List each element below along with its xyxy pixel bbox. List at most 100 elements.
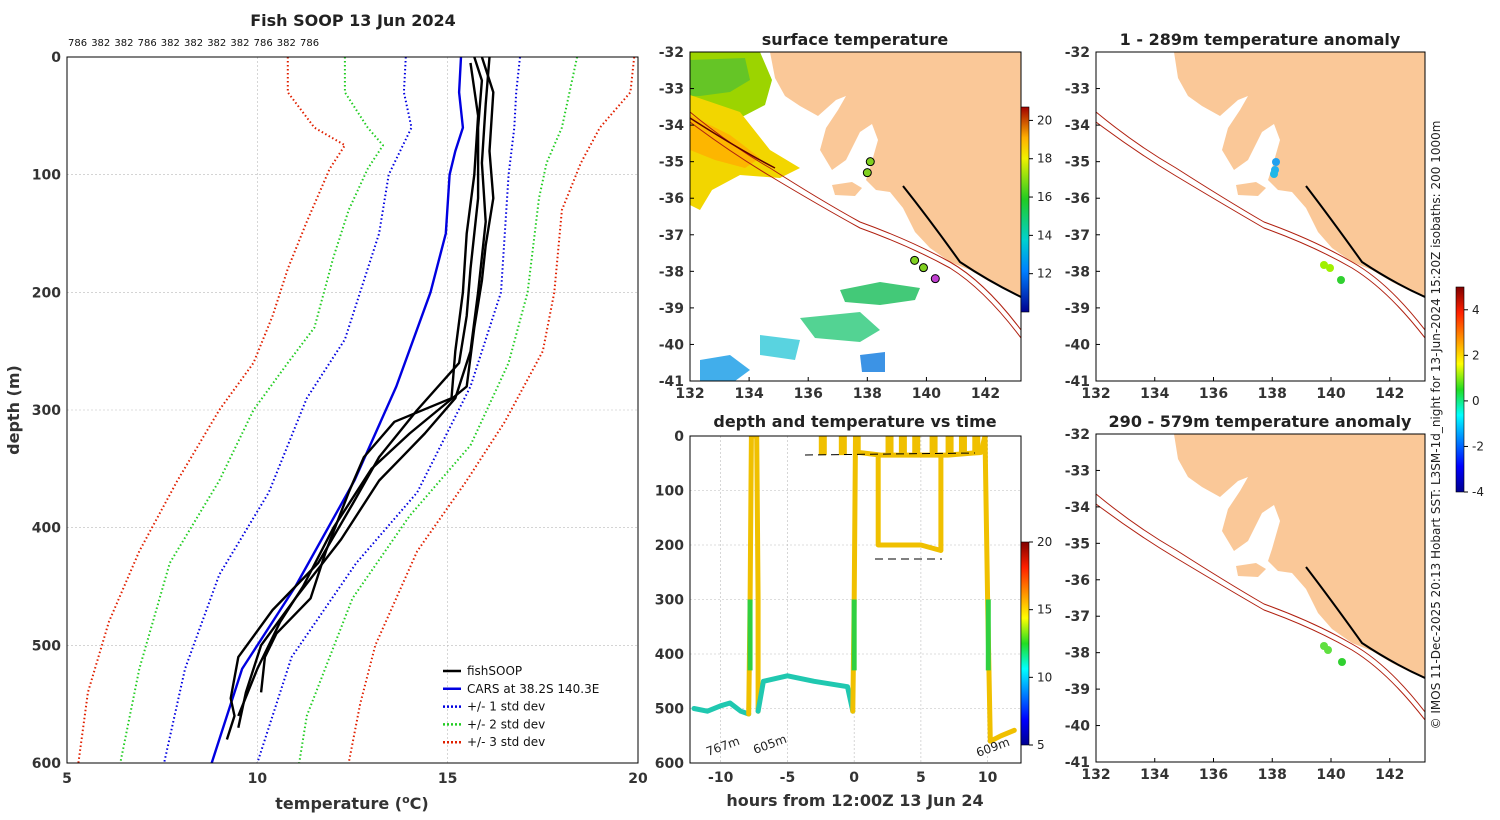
profile-top-label: 786 bbox=[138, 38, 157, 49]
map-ytick: -32 bbox=[1065, 45, 1090, 61]
map-xtick: 138 bbox=[1258, 767, 1287, 783]
map-ytick: -41 bbox=[659, 374, 684, 390]
map-xtick: 142 bbox=[1375, 767, 1404, 783]
timeseries-cast bbox=[958, 436, 967, 456]
map-xtick: 134 bbox=[1140, 767, 1169, 783]
timeseries-ytick: 100 bbox=[655, 484, 684, 500]
profile-series--2sd bbox=[119, 57, 384, 763]
profile-ytick: 500 bbox=[32, 638, 61, 654]
profile-series-+1sd bbox=[256, 57, 521, 763]
isobath-1000 bbox=[690, 121, 1021, 339]
map-xtick: 134 bbox=[734, 386, 763, 402]
sst-patch-cyan bbox=[760, 335, 800, 360]
map-ytick: -32 bbox=[659, 45, 684, 61]
anomaly-point bbox=[1320, 261, 1328, 269]
map-xtick: 140 bbox=[912, 386, 941, 402]
map-ytick: -37 bbox=[1065, 609, 1090, 625]
anomaly-point bbox=[1326, 264, 1334, 272]
colorbar-tick-label: 20 bbox=[1037, 535, 1052, 549]
anomaly-shallow-title: 1 - 289m temperature anomaly bbox=[1120, 30, 1401, 49]
map-ytick: -35 bbox=[1065, 155, 1090, 171]
anomaly-shallow-content bbox=[1096, 52, 1425, 339]
map-xtick: 140 bbox=[1316, 386, 1345, 402]
sst-patch-teal bbox=[800, 312, 880, 342]
profile-ytick: 100 bbox=[32, 168, 61, 184]
timeseries-xtick: -5 bbox=[780, 770, 796, 786]
map-xtick: 132 bbox=[1081, 767, 1110, 783]
map-xtick: 138 bbox=[1258, 386, 1287, 402]
map-ytick: -40 bbox=[659, 337, 685, 353]
anomaly-shallow-frame bbox=[1095, 51, 1426, 382]
sst-map-title: surface temperature bbox=[762, 30, 949, 49]
map-xtick: 140 bbox=[1316, 767, 1345, 783]
map-ytick: -38 bbox=[659, 264, 684, 280]
map-xtick: 142 bbox=[971, 386, 1000, 402]
map-ytick: -35 bbox=[1065, 536, 1090, 552]
profile-top-label: 786 bbox=[300, 38, 319, 49]
map-xtick: 132 bbox=[1081, 386, 1110, 402]
timeseries-ytick: 300 bbox=[655, 593, 684, 609]
timeseries-ytick: 500 bbox=[655, 702, 684, 718]
timeseries-ytick: 200 bbox=[655, 538, 684, 554]
colorbar-tick-label: 14 bbox=[1037, 228, 1052, 242]
coastline bbox=[1305, 566, 1425, 679]
kangaroo-island bbox=[1236, 182, 1266, 196]
timeseries-cast bbox=[818, 436, 827, 456]
annotation-605m: 605m bbox=[751, 732, 788, 757]
colorbar-tick-label: -4 bbox=[1472, 485, 1484, 499]
kangaroo-island bbox=[1236, 563, 1266, 577]
map-xtick: 134 bbox=[1140, 386, 1169, 402]
land-mass bbox=[770, 52, 1021, 297]
timeseries-cast bbox=[838, 436, 847, 456]
map-ytick: -41 bbox=[1065, 374, 1090, 390]
profile-ytick: 300 bbox=[32, 403, 61, 419]
station-marker bbox=[930, 274, 940, 284]
map-ytick: -37 bbox=[1065, 228, 1090, 244]
colorbar-tick-label: 2 bbox=[1472, 348, 1480, 362]
legend-label: fishSOOP bbox=[467, 664, 522, 678]
profile-top-label: 382 bbox=[91, 38, 110, 49]
map-ytick: -34 bbox=[659, 118, 685, 134]
map-ytick: -38 bbox=[1065, 646, 1090, 662]
profile-series--3sd bbox=[77, 57, 346, 763]
isobath-200 bbox=[1096, 493, 1425, 713]
kangaroo-island bbox=[832, 182, 862, 196]
legend-label: CARS at 38.2S 140.3E bbox=[467, 682, 599, 696]
map-ytick: -36 bbox=[659, 191, 684, 207]
map-xtick: 132 bbox=[675, 386, 704, 402]
colorbar-tick-label: -2 bbox=[1472, 439, 1484, 453]
map-xtick: 136 bbox=[1199, 767, 1228, 783]
profile-ytick: 600 bbox=[32, 756, 61, 772]
profile-title: Fish SOOP 13 Jun 2024 bbox=[250, 11, 456, 30]
profile-panel: Fish SOOP 13 Jun 2024 786 382 382 786 382 382… bbox=[4, 11, 648, 813]
map-ytick: -33 bbox=[659, 82, 684, 98]
colorbar-tick-label: 18 bbox=[1037, 152, 1052, 166]
colorbar-tick-label: 20 bbox=[1037, 113, 1052, 127]
colorbar-tick-label: 4 bbox=[1472, 303, 1480, 317]
map-ytick: -39 bbox=[659, 301, 684, 317]
profile-ytick: 200 bbox=[32, 285, 61, 301]
anomaly-deep-frame bbox=[1095, 433, 1426, 763]
map-ytick: -40 bbox=[1065, 337, 1091, 353]
map-ytick: -35 bbox=[659, 155, 684, 171]
map-xtick: 136 bbox=[794, 386, 823, 402]
anomaly-shallow-panel: 1 - 289m temperature anomaly 132 134 136 13… bbox=[1065, 30, 1426, 402]
profile-frame bbox=[66, 56, 639, 764]
colorbar-tick-label: 12 bbox=[1037, 267, 1052, 281]
legend-label: +/- 1 std dev bbox=[467, 700, 545, 714]
anomaly-shallow-ticks: 132 134 136 138 140 142 -32 -33 -34 -35 -36 -37 -38 -… bbox=[1065, 45, 1405, 402]
sst-patch-blue bbox=[700, 355, 750, 381]
sst-map-content bbox=[690, 52, 1021, 381]
profile-ytick: 0 bbox=[51, 50, 61, 66]
profile-top-label: 382 bbox=[161, 38, 180, 49]
anomaly-point bbox=[1338, 658, 1346, 666]
timeseries-track-segment bbox=[982, 436, 1017, 744]
station-marker bbox=[862, 168, 872, 178]
map-xtick: 136 bbox=[1199, 386, 1228, 402]
map-ytick: -37 bbox=[659, 228, 684, 244]
map-ytick: -38 bbox=[1065, 264, 1090, 280]
coastline bbox=[1305, 185, 1425, 298]
ref-line-shallow bbox=[804, 452, 976, 456]
